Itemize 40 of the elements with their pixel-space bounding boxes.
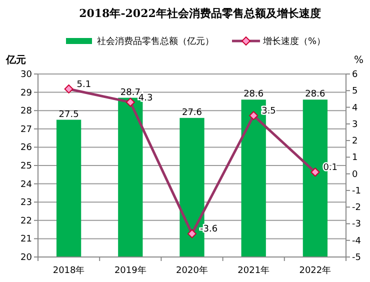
y2-tick-label: 1: [352, 153, 358, 164]
data-label: 28.7: [120, 88, 140, 98]
data-label: 28.6: [305, 90, 326, 100]
y-tick-label: 26: [20, 143, 32, 154]
x-tick-label: 2018年: [52, 265, 85, 276]
x-tick-label: 2021年: [238, 265, 270, 276]
y2-tick-label: -1: [352, 186, 361, 196]
data-label: 27.6: [182, 108, 202, 118]
y2-axis-title: %: [354, 55, 364, 66]
data-label: 5.1: [76, 80, 92, 90]
y-tick-label: 23: [20, 198, 32, 208]
y-tick-label: 24: [20, 180, 32, 190]
y-tick-label: 27: [20, 124, 32, 135]
legend-label: 增长速度（%）: [262, 36, 326, 47]
y2-tick-label: 4: [352, 103, 358, 114]
y2-tick-label: -4: [352, 236, 362, 246]
y2-tick-label: 5: [352, 86, 358, 97]
y-tick-label: 20: [20, 253, 32, 263]
y2-tick-label: -3: [352, 220, 361, 230]
chart-title: 2018年-2022年社会消费品零售总额及增长速度: [79, 7, 321, 20]
legend-label: 社会消费品零售总额（亿元）: [97, 36, 214, 47]
y-tick-label: 28: [20, 106, 32, 117]
y-tick-label: 21: [20, 234, 32, 245]
y2-tick-label: 6: [352, 70, 358, 80]
data-label: 4.3: [138, 93, 153, 104]
data-label: 27.5: [58, 110, 79, 120]
y2-tick-label: 0: [352, 170, 358, 180]
y-axis-title: 亿元: [5, 54, 26, 66]
x-tick-label: 2019年: [114, 265, 146, 276]
y-tick-label: 30: [20, 70, 32, 80]
y2-tick-label: -5: [352, 253, 361, 263]
y-tick-label: 29: [20, 88, 32, 98]
x-tick-label: 2022年: [299, 265, 332, 276]
y2-tick-label: 3: [352, 120, 358, 130]
x-tick-label: 2020年: [176, 265, 208, 276]
y-tick-label: 22: [20, 216, 32, 226]
data-label: 28.6: [244, 90, 264, 100]
y2-tick-label: 2: [352, 136, 358, 147]
y2-tick-label: -2: [352, 203, 361, 214]
y-tick-label: 25: [20, 162, 32, 172]
